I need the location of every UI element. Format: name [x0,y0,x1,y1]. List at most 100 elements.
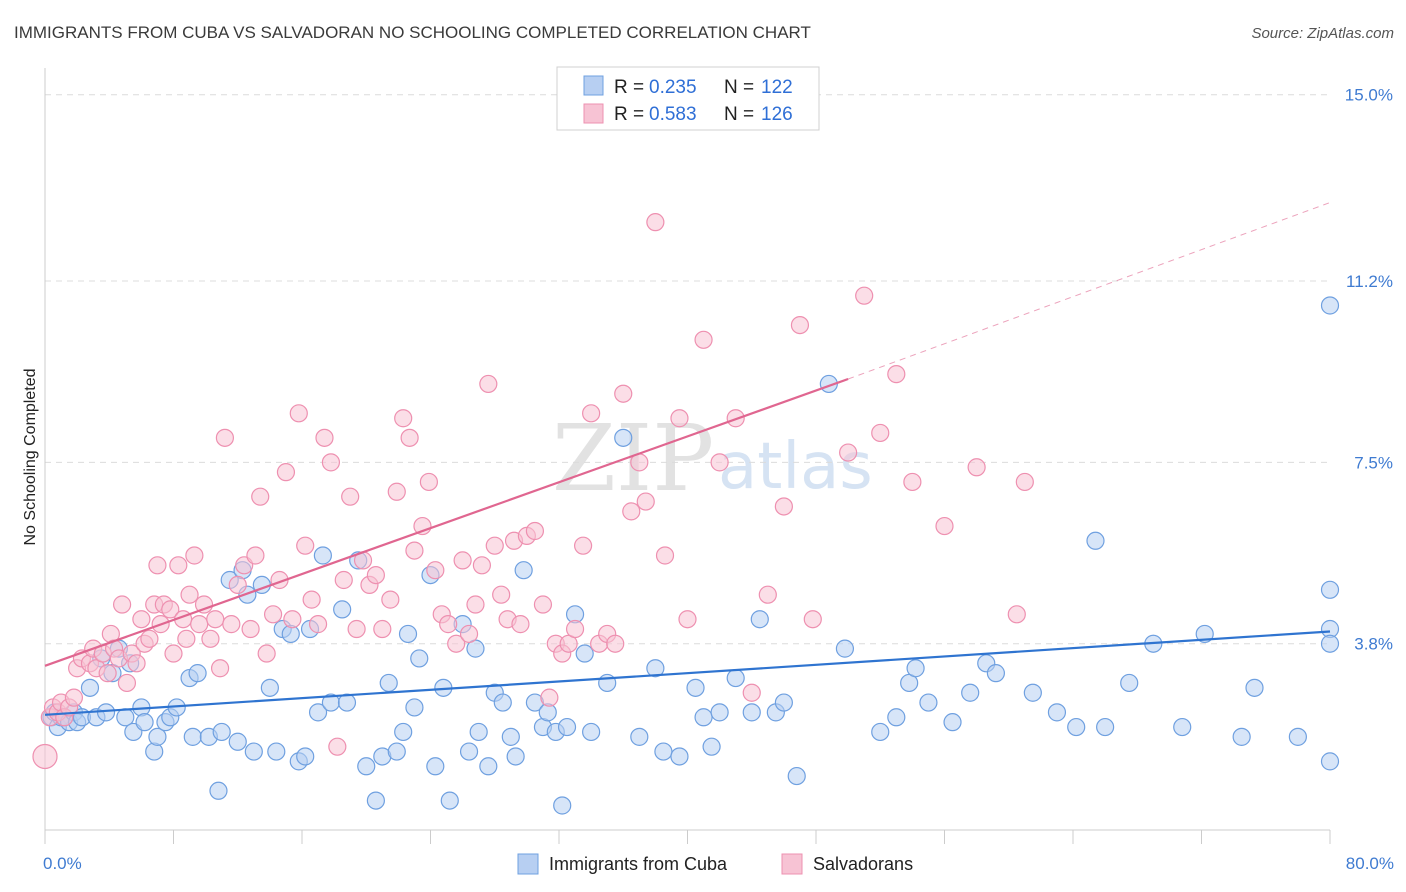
point-salvadorans [164,644,183,663]
point-cuba [313,546,332,565]
point-salvadorans [511,615,530,634]
point-salvadorans [366,565,385,585]
point-cuba [1320,296,1340,315]
point-cuba [296,747,315,766]
point-salvadorans [582,404,601,423]
point-salvadorans [447,634,466,653]
point-salvadorans [540,688,559,707]
point-cuba [183,727,202,746]
point-cuba [479,757,498,776]
point-salvadorans [453,551,472,570]
point-salvadorans [466,595,485,614]
point-salvadorans [1007,605,1026,624]
point-salvadorans [646,213,665,232]
point-cuba [553,796,572,815]
x-tick-label-max: 80.0% [1346,854,1394,873]
point-salvadorans [839,443,858,462]
point-cuba [333,600,352,619]
y-tick-label: 11.2% [1346,272,1393,291]
point-cuba [887,708,906,727]
point-cuba [459,742,479,761]
stats-r-label-cuba: R = [614,77,644,98]
watermark-atlas: atlas [718,430,873,504]
point-salvadorans [533,595,553,614]
point-salvadorans [32,743,58,770]
point-salvadorans [161,600,180,619]
point-cuba [267,742,286,761]
point-cuba [501,727,520,746]
y-tick-label: 15.0% [1345,86,1393,105]
point-salvadorans [742,683,761,702]
point-salvadorans [459,624,479,644]
point-salvadorans [222,615,241,634]
point-salvadorans [251,487,270,506]
point-salvadorans [678,610,697,629]
point-cuba [337,693,357,712]
point-salvadorans [622,502,641,521]
point-cuba [405,698,424,717]
point-cuba [943,713,962,732]
point-cuba [1320,634,1340,653]
point-cuba [469,722,488,742]
point-cuba [148,727,167,746]
point-cuba [787,766,806,786]
point-salvadorans [525,521,545,541]
point-cuba [96,703,116,722]
series-legend: Immigrants from Cuba Salvadorans [517,853,913,875]
point-cuba [308,703,328,722]
point-salvadorans [132,610,151,629]
point-salvadorans [257,644,276,663]
point-salvadorans [246,546,265,565]
point-cuba [702,737,721,756]
point-salvadorans [185,546,204,565]
point-cuba [1086,531,1105,550]
point-cuba [410,649,429,668]
point-salvadorans [194,595,214,614]
point-salvadorans [289,404,308,423]
point-salvadorans [614,384,633,403]
point-cuba [440,791,459,810]
point-salvadorans [140,629,159,648]
point-salvadorans [636,492,655,511]
point-cuba [357,757,376,776]
point-salvadorans [241,619,260,639]
trend-line-cuba [44,630,1331,716]
point-cuba [260,678,279,697]
stats-n-label-salvadorans: N = [724,104,754,125]
point-salvadorans [565,619,585,639]
point-salvadorans [328,737,347,756]
point-cuba [1047,703,1067,722]
trend-line-salvadorans [44,377,849,667]
point-salvadorans [228,575,247,595]
point-cuba [686,678,705,697]
trend-lines [44,202,1331,716]
y-tick-label: 3.8% [1354,635,1393,654]
point-salvadorans [439,615,458,634]
point-salvadorans [1015,472,1034,492]
chart-source: Source: ZipAtlas.com [1251,25,1394,42]
point-cuba [906,659,925,678]
point-cuba [646,659,665,678]
point-cuba [961,683,980,702]
point-cuba [135,713,154,732]
point-salvadorans [855,286,874,305]
point-salvadorans [774,497,793,516]
point-salvadorans [296,536,315,555]
point-cuba [1195,624,1214,644]
point-salvadorans [967,458,986,477]
point-salvadorans [180,585,199,604]
legend-swatch-salvadorans [781,853,803,875]
point-salvadorans [394,409,413,428]
point-cuba [379,673,398,693]
point-cuba [394,722,413,742]
point-salvadorans [341,487,360,506]
point-salvadorans [302,590,321,609]
stats-swatch-salvadorans [583,103,604,124]
point-cuba [1288,727,1307,746]
point-cuba [145,742,164,761]
point-salvadorans [381,590,400,609]
point-salvadorans [758,585,777,604]
point-salvadorans [492,585,511,604]
point-cuba [366,791,385,810]
point-cuba [710,703,729,722]
